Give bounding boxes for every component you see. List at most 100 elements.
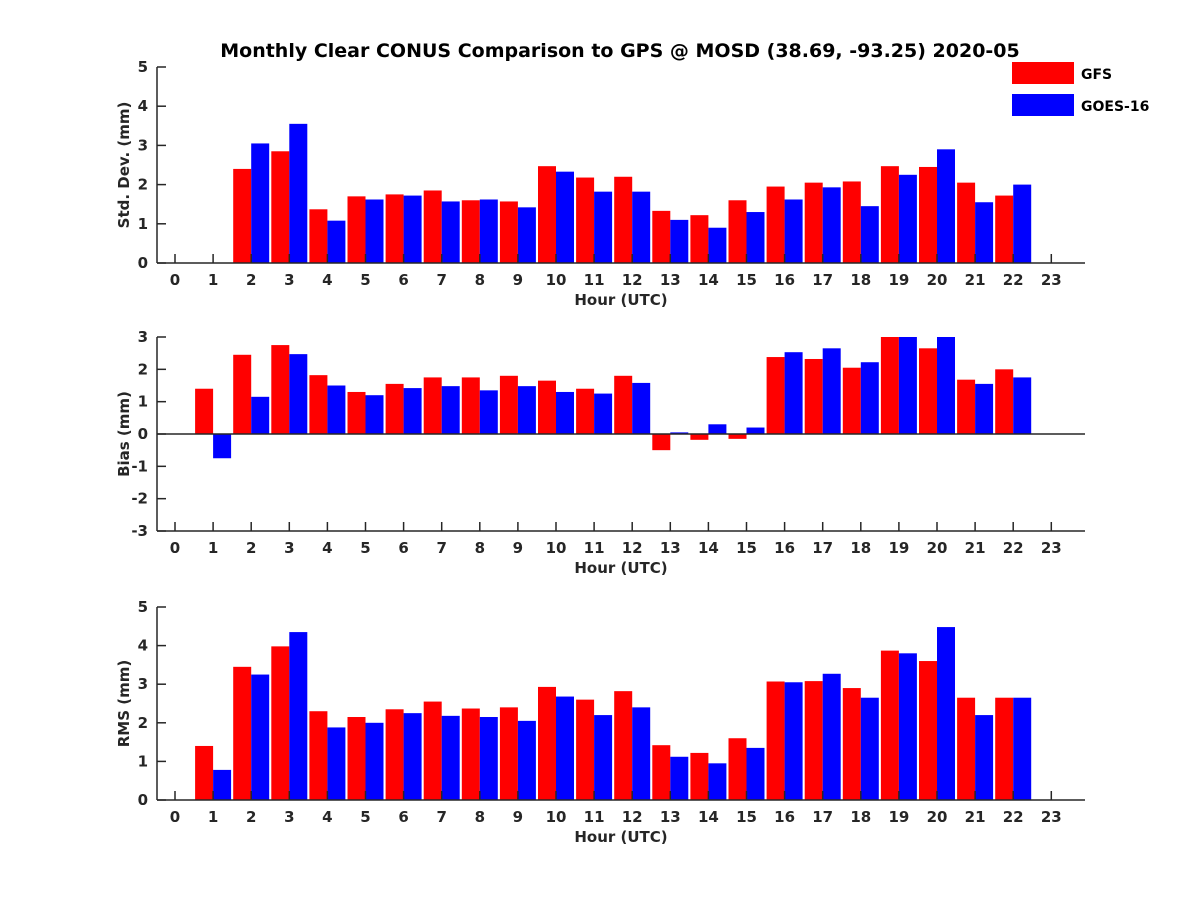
bias-bar-goes16-hour-15 — [746, 427, 765, 434]
bias-x-tick-label: 7 — [436, 539, 446, 557]
rms-x-tick-label: 1 — [208, 808, 218, 826]
rms-bar-goes16-hour-10 — [556, 696, 574, 800]
bias-bar-goes16-hour-21 — [975, 383, 994, 434]
std-dev-bar-gfs-hour-6 — [385, 194, 404, 263]
bias-bar-gfs-hour-2 — [233, 354, 252, 434]
rms-bar-gfs-hour-2 — [233, 666, 252, 800]
bias-x-tick-label: 17 — [812, 539, 833, 557]
bias-x-axis-label: Hour (UTC) — [574, 559, 667, 577]
std-dev-bar-goes16-hour-16 — [784, 199, 803, 263]
std-dev-bar-gfs-hour-3 — [271, 151, 290, 263]
bias-x-tick-label: 5 — [360, 539, 370, 557]
rms-x-tick-label: 9 — [513, 808, 523, 826]
bias-y-tick-label: -2 — [131, 490, 148, 508]
std-dev-x-tick-label: 10 — [546, 271, 567, 289]
rms-bar-gfs-hour-20 — [919, 661, 937, 800]
rms-bar-gfs-hour-19 — [880, 650, 899, 800]
rms-bar-gfs-hour-5 — [347, 717, 366, 800]
rms-x-tick-label: 4 — [322, 808, 332, 826]
std-dev-x-tick-label: 15 — [736, 271, 757, 289]
bias-bar-gfs-hour-19 — [880, 337, 899, 434]
rms-x-tick-label: 21 — [965, 808, 986, 826]
rms-bar-gfs-hour-10 — [538, 686, 556, 800]
bias-bar-gfs-hour-6 — [385, 383, 404, 434]
std-dev-bar-gfs-hour-21 — [957, 182, 976, 263]
rms-bar-goes16-hour-11 — [594, 715, 613, 800]
bias-bar-gfs-hour-20 — [919, 348, 937, 434]
std-dev-bar-goes16-hour-10 — [556, 171, 574, 263]
std-dev-bar-gfs-hour-15 — [728, 200, 747, 263]
rms-bar-goes16-hour-22 — [1013, 697, 1032, 800]
std-dev-y-axis-label: Std. Dev. (mm) — [115, 102, 133, 229]
std-dev-bar-goes16-hour-3 — [289, 123, 308, 263]
bias-bar-goes16-hour-16 — [784, 352, 803, 434]
bias-bar-gfs-hour-22 — [995, 369, 1014, 434]
bias-x-tick-label: 12 — [622, 539, 643, 557]
rms-bar-goes16-hour-8 — [479, 717, 498, 800]
bias-bar-goes16-hour-17 — [822, 348, 841, 434]
bias-bar-gfs-hour-9 — [499, 375, 518, 434]
bias-y-tick-label: 1 — [138, 393, 148, 411]
rms-y-tick-label: 4 — [138, 637, 148, 655]
std-dev-bar-goes16-hour-11 — [594, 191, 613, 263]
rms-x-tick-label: 13 — [660, 808, 681, 826]
bias-bar-goes16-hour-1 — [213, 434, 232, 459]
bias-bar-gfs-hour-14 — [690, 434, 709, 440]
bias-x-tick-label: 20 — [927, 539, 948, 557]
bias-y-tick-label: 3 — [138, 328, 148, 346]
std-dev-x-tick-label: 7 — [436, 271, 446, 289]
rms-bar-goes16-hour-17 — [822, 673, 841, 800]
bias-x-tick-label: 6 — [398, 539, 408, 557]
bias-bar-gfs-hour-11 — [576, 388, 595, 434]
bias-y-tick-label: 0 — [138, 425, 148, 443]
std-dev-x-tick-label: 11 — [584, 271, 605, 289]
rms-bar-goes16-hour-12 — [632, 707, 651, 800]
bias-bar-gfs-hour-5 — [347, 391, 366, 434]
rms-x-tick-label: 3 — [284, 808, 294, 826]
std-dev-bar-goes16-hour-12 — [632, 191, 651, 263]
bias-x-tick-label: 8 — [475, 539, 485, 557]
bias-bar-goes16-hour-3 — [289, 354, 308, 434]
rms-bar-goes16-hour-20 — [937, 627, 955, 800]
rms-bar-gfs-hour-16 — [766, 681, 785, 800]
std-dev-x-tick-label: 14 — [698, 271, 719, 289]
bias-bar-gfs-hour-13 — [652, 434, 671, 451]
bias-bar-goes16-hour-10 — [556, 391, 574, 434]
std-dev-x-tick-label: 20 — [927, 271, 948, 289]
std-dev-x-tick-label: 23 — [1041, 271, 1062, 289]
rms-x-tick-label: 0 — [170, 808, 180, 826]
bias-bar-goes16-hour-11 — [594, 393, 613, 434]
bias-bar-goes16-hour-9 — [517, 386, 536, 434]
bias-bar-gfs-hour-7 — [423, 377, 442, 434]
rms-bar-goes16-hour-1 — [213, 769, 232, 800]
bias-bar-goes16-hour-13 — [670, 432, 689, 434]
std-dev-x-axis-label: Hour (UTC) — [574, 291, 667, 309]
bias-x-tick-label: 23 — [1041, 539, 1062, 557]
std-dev-x-tick-label: 6 — [398, 271, 408, 289]
bias-bar-goes16-hour-7 — [441, 386, 460, 434]
bias-y-axis-label: Bias (mm) — [115, 391, 133, 477]
rms-bar-goes16-hour-13 — [670, 756, 689, 800]
rms-x-tick-label: 23 — [1041, 808, 1062, 826]
rms-x-tick-label: 12 — [622, 808, 643, 826]
std-dev-bar-goes16-hour-5 — [365, 199, 384, 263]
bias-y-tick-label: 2 — [138, 360, 148, 378]
bias-bar-goes16-hour-14 — [708, 424, 727, 434]
bias-x-tick-label: 2 — [246, 539, 256, 557]
rms-bar-gfs-hour-15 — [728, 738, 747, 800]
std-dev-bar-goes16-hour-8 — [479, 199, 498, 263]
std-dev-bar-gfs-hour-20 — [919, 166, 937, 263]
bias-bar-gfs-hour-15 — [728, 434, 747, 439]
rms-bar-gfs-hour-3 — [271, 646, 290, 800]
rms-x-tick-label: 19 — [888, 808, 909, 826]
bias-x-tick-label: 14 — [698, 539, 719, 557]
bias-bar-goes16-hour-2 — [251, 396, 270, 434]
rms-bar-gfs-hour-18 — [842, 688, 861, 800]
bias-x-tick-label: 13 — [660, 539, 681, 557]
bias-x-tick-label: 10 — [546, 539, 567, 557]
rms-bar-gfs-hour-13 — [652, 745, 671, 800]
std-dev-x-tick-label: 2 — [246, 271, 256, 289]
